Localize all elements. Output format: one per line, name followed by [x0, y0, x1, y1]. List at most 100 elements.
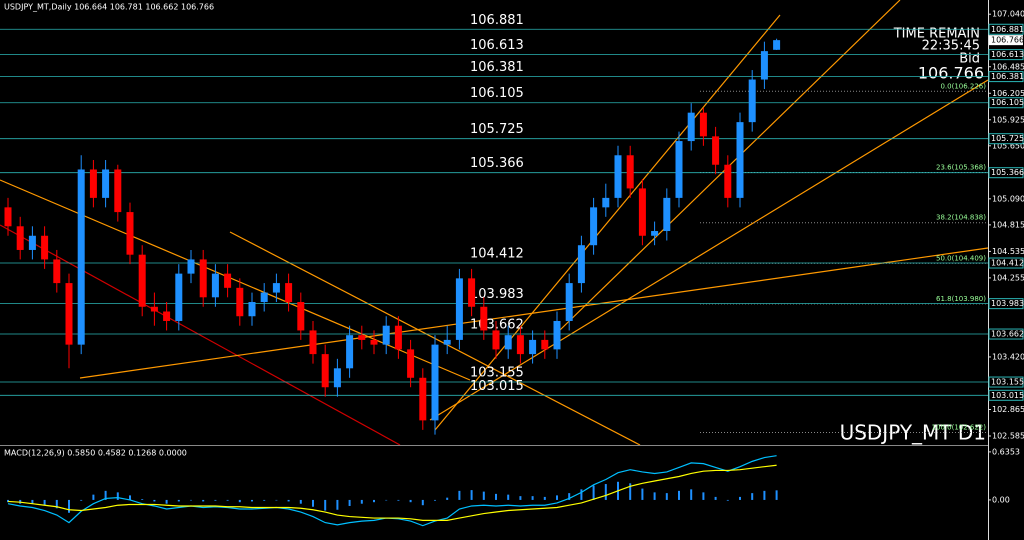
level-price-label: 106.381 — [991, 72, 1024, 81]
macd-histogram-bar — [55, 499, 58, 509]
level-label: 103.662 — [470, 318, 524, 333]
macd-histogram-bar — [568, 493, 571, 500]
level-price-label: 103.983 — [991, 299, 1024, 308]
macd-histogram-bar — [275, 499, 278, 501]
macd-histogram-bar — [104, 490, 107, 500]
level-price-label: 104.412 — [991, 259, 1024, 268]
macd-histogram-bar — [434, 499, 436, 501]
y-tick-label: 0.00 — [992, 495, 1010, 504]
level-price-label: 105.366 — [991, 168, 1024, 177]
candle-body — [590, 207, 598, 246]
time-remain: 22:35:45 — [922, 39, 980, 54]
macd-histogram-bar — [714, 496, 717, 500]
candle-body — [321, 354, 329, 388]
bid-price-box — [989, 35, 1023, 46]
y-tick-label: 105.650 — [992, 141, 1024, 150]
macd-histogram-bar — [421, 499, 424, 506]
time-remain-label: TIME REMAIN — [893, 27, 980, 42]
candle-body — [602, 197, 610, 208]
y-tick-label: 104.535 — [992, 247, 1024, 256]
level-price-label: 103.662 — [991, 330, 1024, 339]
candle-body — [407, 349, 415, 378]
level-label: 103.983 — [470, 287, 524, 302]
y-tick-label: 103.420 — [992, 352, 1024, 361]
candle-body — [248, 302, 256, 317]
candle-body — [4, 207, 12, 227]
candle-body — [358, 335, 366, 340]
level-price-box — [988, 71, 1024, 83]
trendline — [79, 247, 989, 379]
candle-body — [675, 141, 683, 198]
candle-body — [382, 325, 390, 345]
level-price-box — [988, 49, 1024, 61]
macd-histogram-bar — [43, 499, 46, 506]
bid-label: Bid — [959, 52, 980, 67]
macd-histogram-bar — [495, 493, 497, 500]
macd-histogram-bar — [214, 499, 217, 501]
candle-body — [394, 325, 402, 350]
bid-value: 106.766 — [918, 64, 984, 83]
macd-histogram-bar — [751, 493, 754, 500]
macd-histogram-bar — [678, 490, 680, 500]
macd-signal-line — [7, 464, 777, 521]
level-price-box — [988, 167, 1024, 179]
candle-body — [236, 287, 244, 317]
y-tick-label: 104.255 — [992, 273, 1024, 282]
macd-histogram-bar — [141, 499, 144, 500]
level-label: 106.381 — [470, 60, 524, 75]
candle-body — [431, 344, 439, 421]
candle-body — [419, 377, 427, 421]
level-label: 106.613 — [470, 38, 524, 53]
macd-histogram-bar — [580, 489, 583, 500]
candle-body — [712, 136, 720, 165]
candle-body — [77, 169, 85, 345]
macd-histogram-bar — [68, 499, 70, 513]
candle-body — [760, 51, 768, 80]
fib-label: 50.0(104.409) — [936, 254, 986, 262]
candle-body — [370, 339, 378, 345]
candle-body — [41, 235, 49, 260]
macd-histogram-bar — [507, 494, 510, 500]
level-price-label: 106.613 — [991, 50, 1024, 59]
candle-body — [443, 339, 451, 345]
level-label: 103.155 — [470, 366, 524, 381]
fib-label: 61.8(103.980) — [936, 295, 986, 303]
macd-histogram-bar — [763, 490, 766, 500]
macd-histogram-bar — [409, 499, 412, 503]
candle-body — [297, 302, 305, 331]
candle-body — [138, 254, 146, 307]
y-tick-label: 102.865 — [992, 405, 1024, 414]
candle-body — [577, 245, 585, 284]
candle-body — [516, 335, 524, 355]
macd-histogram-bar — [592, 485, 595, 500]
macd-histogram-bar — [116, 492, 119, 500]
macd-histogram-bar — [690, 489, 693, 500]
candle-body — [163, 311, 171, 321]
fib-label: 38.2(104.838) — [936, 214, 986, 222]
macd-histogram-bar — [458, 490, 461, 500]
macd-histogram-bar — [238, 499, 241, 503]
fib-label: 100.0(102.622) — [932, 424, 987, 432]
macd-histogram-bar — [80, 499, 83, 501]
level-label: 103.015 — [470, 379, 524, 394]
y-tick-label: 106.205 — [992, 89, 1024, 98]
y-tick-label: 107.040 — [992, 10, 1024, 19]
macd-histogram-bar — [31, 499, 34, 504]
macd-histogram-bar — [202, 499, 205, 502]
candle-body — [468, 278, 476, 307]
macd-histogram-bar — [299, 499, 302, 504]
candle-body — [53, 259, 61, 284]
macd-histogram-bar — [312, 499, 314, 507]
candle-body — [114, 169, 122, 213]
y-tick-label: 0.6353 — [992, 447, 1020, 456]
macd-histogram-bar — [287, 499, 290, 502]
macd-histogram-bar — [348, 499, 351, 506]
macd-histogram-bar — [556, 495, 558, 500]
trendline — [434, 14, 781, 431]
level-price-box — [988, 328, 1024, 340]
macd-histogram-bar — [360, 499, 363, 504]
macd-histogram-bar — [543, 496, 546, 500]
level-price-box — [988, 97, 1024, 109]
